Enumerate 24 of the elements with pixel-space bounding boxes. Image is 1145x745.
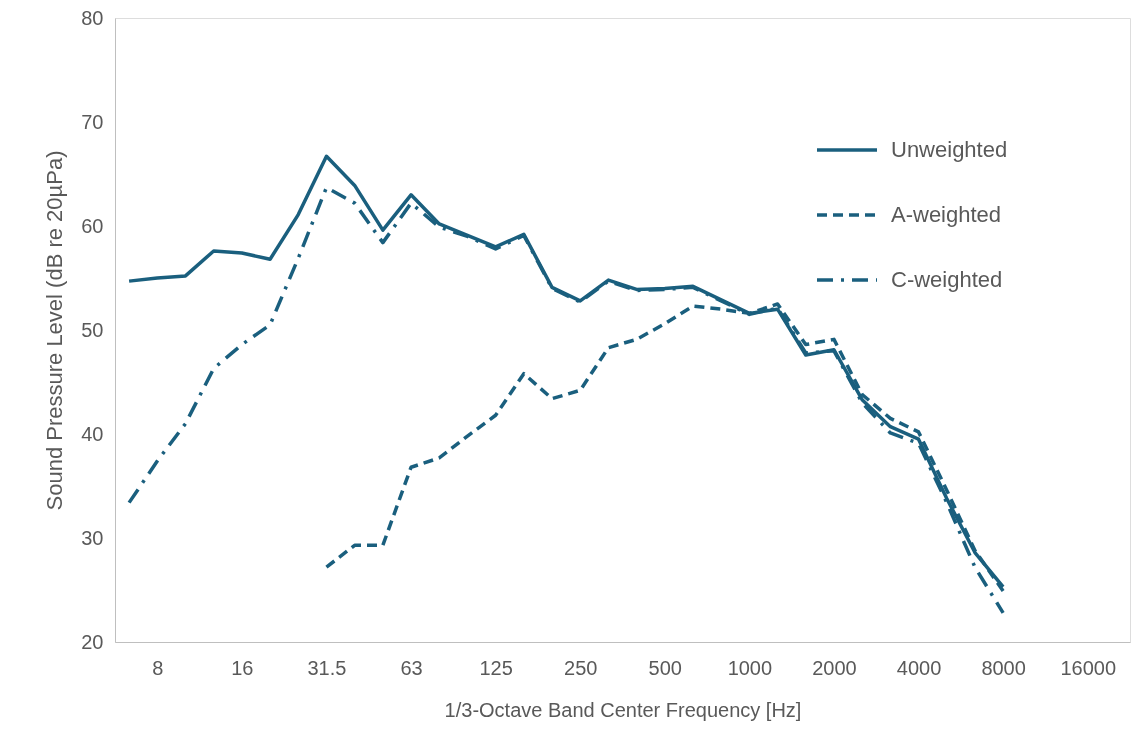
y-tick-label: 20 — [81, 630, 104, 653]
x-tick-label: 16000 — [1060, 656, 1117, 679]
y-tick-label: 60 — [81, 214, 104, 237]
y-axis-title: Sound Pressure Level (dB re 20µPa) — [42, 150, 68, 511]
y-tick-label: 50 — [81, 318, 104, 341]
x-tick-label: 63 — [400, 656, 423, 679]
x-tick-label: 16 — [231, 656, 254, 679]
y-tick-label: 30 — [81, 526, 104, 549]
x-tick-label: 4000 — [896, 656, 942, 679]
y-tick-label: 80 — [81, 6, 104, 29]
x-tick-label: 1000 — [727, 656, 773, 679]
x-tick-label: 8000 — [981, 656, 1026, 679]
x-tick-label: 500 — [648, 656, 682, 679]
x-tick-label: 125 — [479, 656, 513, 679]
legend-label: Unweighted — [891, 137, 1008, 162]
legend-label: A-weighted — [891, 202, 1002, 227]
y-tick-label: 40 — [81, 422, 104, 445]
x-tick-label: 31.5 — [307, 656, 347, 679]
legend-label: C-weighted — [891, 267, 1003, 292]
x-tick-label: 2000 — [812, 656, 857, 679]
x-tick-label: 250 — [564, 656, 598, 679]
x-tick-label: 8 — [152, 656, 164, 679]
x-axis-title: 1/3-Octave Band Center Frequency [Hz] — [444, 698, 802, 721]
y-tick-label: 70 — [81, 110, 104, 133]
